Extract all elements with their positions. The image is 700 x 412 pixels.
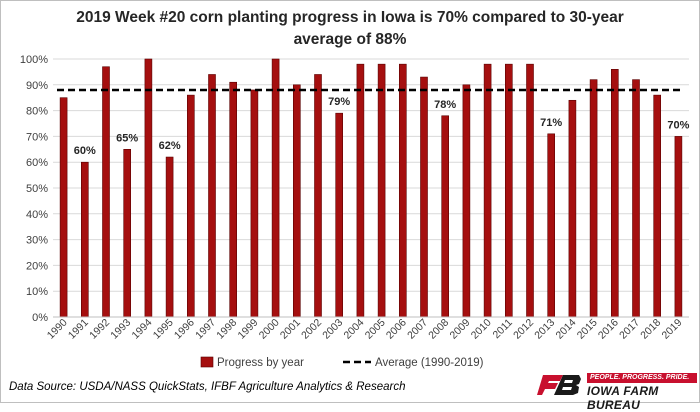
y-tick-label: 40% [26, 209, 48, 221]
x-tick-label: 2006 [384, 317, 409, 342]
x-tick-label: 2017 [617, 317, 642, 342]
x-tick-label: 2002 [299, 317, 324, 342]
x-tick-label: 1998 [214, 317, 239, 342]
x-tick-label: 2004 [342, 317, 367, 342]
x-tick-label: 2008 [426, 317, 451, 342]
chart-title-line-2: average of 88% [293, 31, 407, 48]
x-tick-label: 2013 [532, 317, 557, 342]
bar [674, 136, 683, 318]
iowa-farm-bureau-logo: PEOPLE. PROGRESS. PRIDE. IOWA FARM BUREA… [537, 373, 697, 412]
chart-title: 2019 Week #20 corn planting progress in … [1, 7, 699, 51]
x-tick-label: 2011 [490, 317, 515, 342]
bar [102, 66, 110, 318]
x-tick-label: 1990 [45, 317, 70, 342]
bar [292, 84, 301, 318]
x-tick-label: 1997 [193, 317, 218, 342]
bar [589, 79, 598, 318]
x-tick-label: 1994 [130, 317, 155, 342]
bar [165, 156, 174, 318]
bar [420, 76, 428, 318]
y-tick-label: 20% [26, 260, 48, 272]
bar [335, 112, 344, 318]
y-tick-label: 70% [26, 131, 48, 143]
x-tick-label: 2015 [575, 317, 600, 342]
bar [144, 58, 153, 318]
x-tick-label: 2007 [405, 317, 430, 342]
x-tick-label: 1999 [236, 317, 261, 342]
x-tick-label: 2009 [448, 317, 473, 342]
logo-tagline: PEOPLE. PROGRESS. PRIDE. [587, 373, 697, 383]
bar [483, 63, 492, 318]
x-tick-label: 1996 [172, 317, 197, 342]
bar [653, 94, 662, 318]
x-tick-label: 1993 [108, 317, 133, 342]
x-tick-label: 2018 [638, 317, 663, 342]
bar [441, 115, 450, 318]
bar [271, 58, 280, 318]
legend-swatch-progress [200, 356, 214, 368]
x-tick-label: 2014 [554, 317, 579, 342]
data-label: 60% [74, 145, 96, 157]
y-tick-label: 10% [26, 286, 48, 298]
x-tick-label: 1991 [66, 317, 91, 342]
bar [187, 94, 195, 318]
bar [398, 63, 407, 318]
bar [610, 69, 619, 318]
bar [250, 89, 259, 318]
y-tick-label: 0% [32, 312, 48, 324]
y-tick-label: 90% [26, 80, 48, 92]
x-tick-label: 1992 [87, 317, 112, 342]
legend-label-average: Average (1990-2019) [375, 357, 484, 369]
bar [377, 63, 386, 318]
y-tick-label: 30% [26, 235, 48, 247]
x-tick-label: 2001 [278, 317, 303, 342]
bar [229, 81, 237, 318]
bar [504, 63, 513, 318]
data-label: 65% [116, 132, 138, 144]
bar [356, 63, 365, 318]
farm-bureau-fb-icon [537, 375, 581, 395]
bar [568, 99, 577, 318]
x-tick-label: 2012 [511, 317, 536, 342]
data-label: 62% [159, 140, 181, 152]
bar [81, 161, 89, 318]
x-tick-label: 1995 [151, 317, 176, 342]
bar [462, 84, 471, 318]
y-tick-label: 80% [26, 106, 48, 118]
x-tick-label: 2016 [596, 317, 621, 342]
x-tick-label: 2003 [320, 317, 345, 342]
bar [59, 97, 68, 318]
legend-label-progress: Progress by year [217, 357, 304, 369]
data-source-note: Data Source: USDA/NASS QuickStats, IFBF … [9, 381, 406, 393]
chart-title-line-1: 2019 Week #20 corn planting progress in … [76, 9, 624, 26]
bar [123, 149, 131, 318]
data-label: 78% [434, 99, 456, 111]
x-tick-label: 2010 [469, 317, 494, 342]
x-tick-label: 2005 [363, 317, 388, 342]
bar [547, 133, 556, 318]
y-tick-label: 60% [26, 157, 48, 169]
bar [526, 63, 534, 318]
bar [208, 74, 216, 318]
x-tick-label: 2019 [660, 317, 685, 342]
x-tick-label: 2000 [257, 317, 282, 342]
logo-brand-name: IOWA FARM BUREAU [587, 384, 659, 412]
bar [314, 74, 322, 318]
y-tick-label: 50% [26, 183, 48, 195]
data-label: 70% [667, 119, 689, 131]
data-label: 79% [328, 96, 350, 108]
y-tick-label: 100% [20, 54, 48, 66]
data-label: 71% [540, 117, 562, 129]
bar [632, 79, 640, 318]
chart-area: 0%10%20%30%40%50%60%70%80%90%100%1990199… [20, 54, 690, 369]
